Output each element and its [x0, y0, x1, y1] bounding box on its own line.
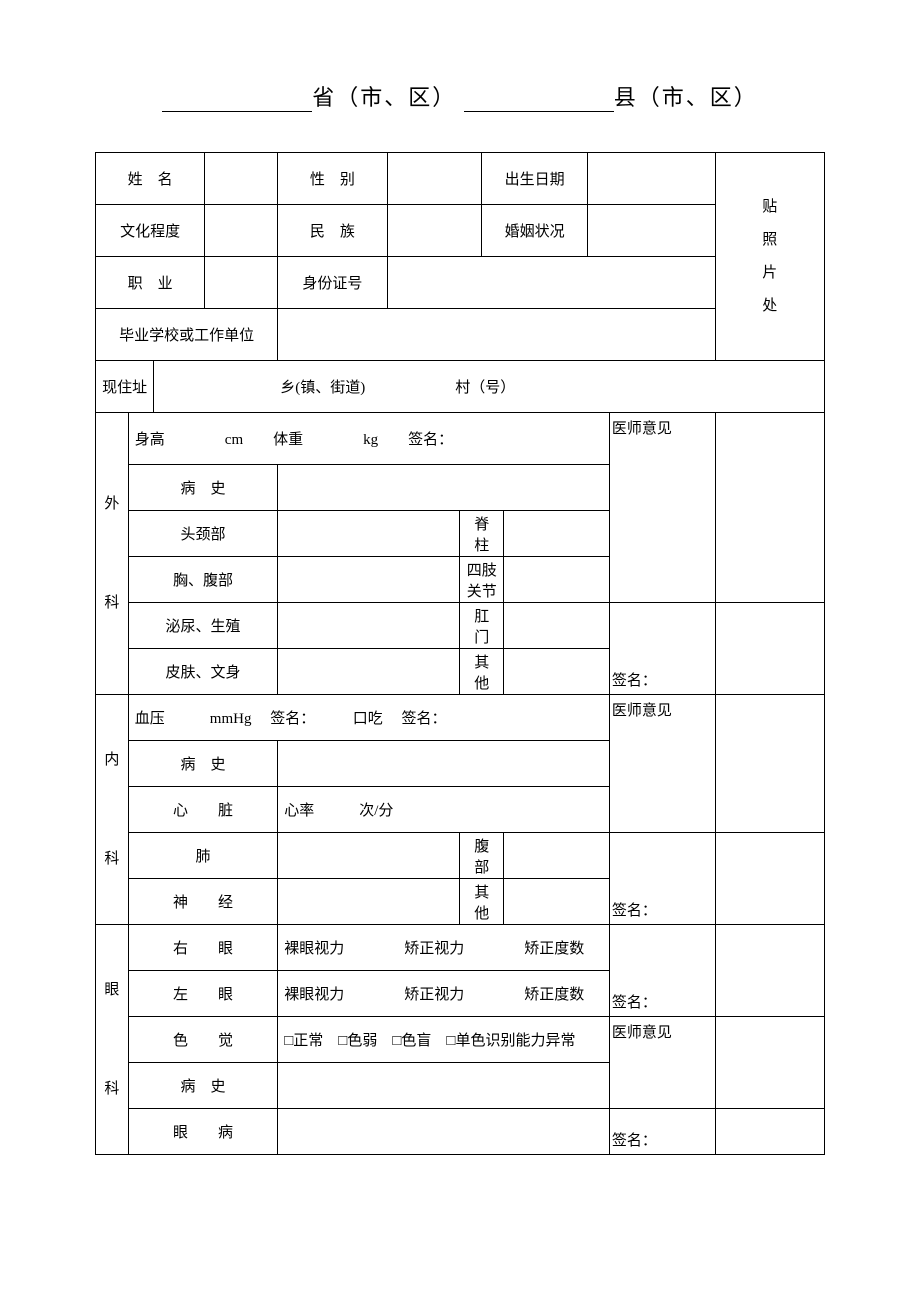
exam-form-table: 姓 名 性 别 出生日期 贴照片处 文化程度 民 族 婚姻状况 职 业 身份证号…	[95, 152, 825, 1155]
internal-heart-rate[interactable]: 心率 次/分	[278, 787, 610, 833]
occupation-label: 职 业	[96, 257, 205, 309]
eye-right-label: 右 眼	[128, 925, 277, 971]
id-field[interactable]	[387, 257, 715, 309]
eye-opinion-field[interactable]	[715, 1017, 824, 1109]
eye-signature-label-1: 签名：	[609, 925, 715, 1017]
address-label: 现住址	[96, 361, 154, 413]
school-field[interactable]	[278, 309, 715, 361]
photo-placeholder: 贴照片处	[715, 153, 824, 361]
id-label: 身份证号	[278, 257, 387, 309]
surgery-signature-field[interactable]	[715, 603, 824, 695]
surgery-opinion-label: 医师意见	[609, 413, 715, 603]
education-field[interactable]	[205, 205, 278, 257]
eye-right-vision[interactable]: 裸眼视力 矫正视力 矫正度数	[278, 925, 610, 971]
surgery-head-field[interactable]	[278, 511, 460, 557]
surgery-spine-field[interactable]	[504, 511, 610, 557]
internal-signature-label: 签名：	[609, 833, 715, 925]
internal-abdomen-label: 腹 部	[460, 833, 504, 879]
eye-left-vision[interactable]: 裸眼视力 矫正视力 矫正度数	[278, 971, 610, 1017]
surgery-head-label: 头颈部	[128, 511, 277, 557]
internal-signature-field[interactable]	[715, 833, 824, 925]
surgery-chest-label: 胸、腹部	[128, 557, 277, 603]
gender-field[interactable]	[387, 153, 482, 205]
surgery-other-field[interactable]	[504, 649, 610, 695]
marital-label: 婚姻状况	[482, 205, 588, 257]
internal-section-label: 内科	[96, 695, 129, 925]
eye-signature-field-1[interactable]	[715, 925, 824, 1017]
ethnicity-field[interactable]	[387, 205, 482, 257]
surgery-urogenital-label: 泌尿、生殖	[128, 603, 277, 649]
school-label: 毕业学校或工作单位	[96, 309, 278, 361]
occupation-field[interactable]	[205, 257, 278, 309]
surgery-section-label: 外科	[96, 413, 129, 695]
surgery-other-label: 其 他	[460, 649, 504, 695]
surgery-spine-label: 脊 柱	[460, 511, 504, 557]
internal-history-label: 病 史	[128, 741, 277, 787]
internal-heart-label: 心 脏	[128, 787, 277, 833]
surgery-anus-label: 肛 门	[460, 603, 504, 649]
eye-history-field[interactable]	[278, 1063, 610, 1109]
internal-bp-row[interactable]: 血压 mmHg 签名： 口吃 签名：	[128, 695, 609, 741]
name-field[interactable]	[205, 153, 278, 205]
eye-signature-field-2[interactable]	[715, 1109, 824, 1155]
form-title: 省（市、区） 县（市、区）	[95, 80, 825, 112]
eye-opinion-label: 医师意见	[609, 1017, 715, 1109]
dob-label: 出生日期	[482, 153, 588, 205]
eye-disease-field[interactable]	[278, 1109, 610, 1155]
eye-signature-label-2: 签名：	[609, 1109, 715, 1155]
address-field[interactable]: 乡(镇、街道) 村（号）	[154, 361, 825, 413]
eye-color-options[interactable]: □正常 □色弱 □色盲 □单色识别能力异常	[278, 1017, 610, 1063]
surgery-chest-field[interactable]	[278, 557, 460, 603]
internal-other-field[interactable]	[504, 879, 610, 925]
internal-opinion-label: 医师意见	[609, 695, 715, 833]
surgery-skin-label: 皮肤、文身	[128, 649, 277, 695]
surgery-limbs-label: 四肢关节	[460, 557, 504, 603]
internal-lung-label: 肺	[128, 833, 277, 879]
ethnicity-label: 民 族	[278, 205, 387, 257]
eye-disease-label: 眼 病	[128, 1109, 277, 1155]
surgery-vitals-row[interactable]: 身高 cm 体重 kg 签名：	[128, 413, 609, 465]
internal-nerve-field[interactable]	[278, 879, 460, 925]
surgery-signature-label: 签名：	[609, 603, 715, 695]
internal-abdomen-field[interactable]	[504, 833, 610, 879]
surgery-history-field[interactable]	[278, 465, 610, 511]
name-label: 姓 名	[96, 153, 205, 205]
surgery-history-label: 病 史	[128, 465, 277, 511]
surgery-limbs-field[interactable]	[504, 557, 610, 603]
eye-section-label: 眼科	[96, 925, 129, 1155]
internal-history-field[interactable]	[278, 741, 610, 787]
marital-field[interactable]	[587, 205, 715, 257]
education-label: 文化程度	[96, 205, 205, 257]
internal-lung-field[interactable]	[278, 833, 460, 879]
internal-nerve-label: 神 经	[128, 879, 277, 925]
eye-left-label: 左 眼	[128, 971, 277, 1017]
surgery-urogenital-field[interactable]	[278, 603, 460, 649]
gender-label: 性 别	[278, 153, 387, 205]
surgery-skin-field[interactable]	[278, 649, 460, 695]
surgery-opinion-field[interactable]	[715, 413, 824, 603]
internal-other-label: 其 他	[460, 879, 504, 925]
internal-opinion-field[interactable]	[715, 695, 824, 833]
dob-field[interactable]	[587, 153, 715, 205]
eye-color-label: 色 觉	[128, 1017, 277, 1063]
surgery-anus-field[interactable]	[504, 603, 610, 649]
eye-history-label: 病 史	[128, 1063, 277, 1109]
